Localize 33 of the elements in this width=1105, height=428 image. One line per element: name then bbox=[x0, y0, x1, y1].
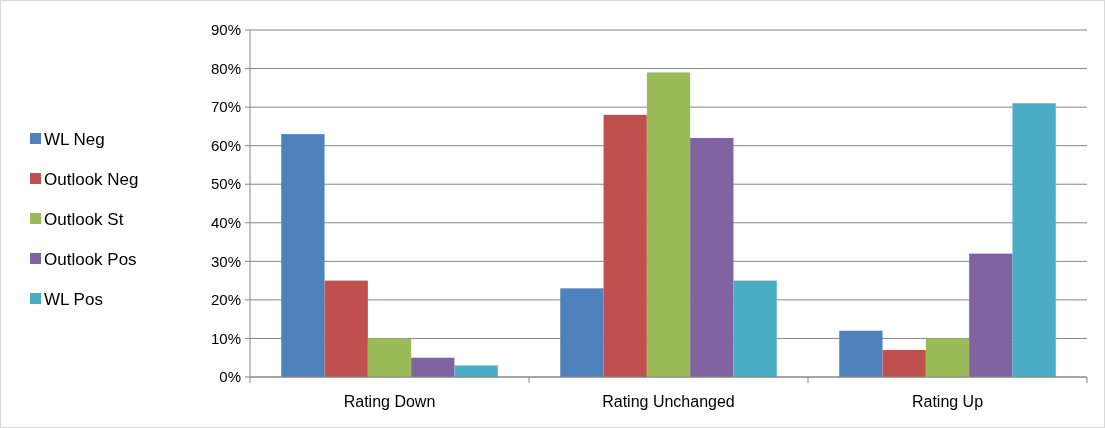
y-tick-label: 60% bbox=[210, 136, 241, 154]
bar bbox=[690, 137, 734, 377]
y-tick-label: 10% bbox=[210, 329, 241, 347]
y-tick-label: 90% bbox=[210, 21, 241, 39]
bar bbox=[560, 288, 604, 377]
x-tick-label: Rating Down bbox=[343, 393, 436, 410]
y-tick-label: 40% bbox=[210, 214, 241, 232]
bar bbox=[839, 330, 883, 377]
legend-label: Outlook Pos bbox=[44, 249, 137, 269]
legend-label: WL Neg bbox=[44, 129, 105, 149]
bar bbox=[1012, 103, 1056, 377]
bar bbox=[925, 338, 970, 377]
bar bbox=[367, 338, 412, 377]
y-tick-label: 80% bbox=[210, 59, 241, 77]
y-tick-label: 30% bbox=[210, 252, 241, 270]
bar bbox=[882, 350, 926, 377]
y-tick-label: 20% bbox=[210, 291, 241, 309]
bar bbox=[324, 280, 368, 377]
x-tick-label: Rating Up bbox=[911, 393, 984, 410]
legend-label: Outlook St bbox=[44, 209, 124, 229]
bar bbox=[454, 365, 498, 377]
bar bbox=[603, 114, 647, 377]
legend-label: Outlook Neg bbox=[44, 169, 139, 189]
bar bbox=[969, 253, 1013, 377]
bar bbox=[281, 134, 325, 377]
bar bbox=[733, 280, 777, 377]
y-tick-label: 50% bbox=[210, 175, 241, 193]
y-tick-label: 0% bbox=[219, 368, 241, 386]
bar bbox=[646, 72, 691, 377]
y-tick-label: 70% bbox=[210, 98, 241, 116]
legend-label: WL Pos bbox=[44, 289, 103, 309]
bar bbox=[411, 357, 455, 377]
x-tick-label: Rating Unchanged bbox=[602, 393, 735, 410]
